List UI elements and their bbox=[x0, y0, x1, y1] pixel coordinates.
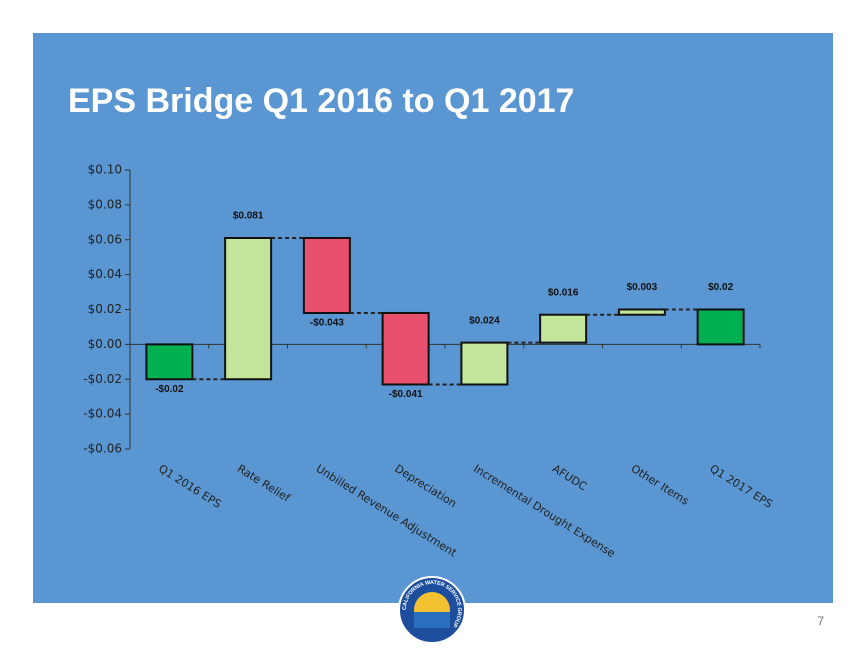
bar bbox=[617, 308, 666, 316]
value-label: -$0.02 bbox=[155, 384, 184, 395]
y-tick-label: -$0.06 bbox=[83, 442, 122, 456]
y-tick-label: $0.04 bbox=[88, 267, 122, 281]
value-label: $0.024 bbox=[469, 315, 500, 326]
bar bbox=[145, 343, 194, 381]
value-label: $0.02 bbox=[708, 282, 733, 293]
value-label: $0.016 bbox=[548, 287, 579, 298]
logo: CALIFORNIA WATER SERVICE GROUP bbox=[398, 576, 466, 644]
bar bbox=[302, 237, 351, 314]
y-tick-label: $0.00 bbox=[88, 337, 122, 351]
value-label: $0.081 bbox=[233, 211, 264, 222]
value-label: -$0.041 bbox=[389, 389, 423, 400]
y-tick-label: -$0.02 bbox=[83, 372, 122, 386]
bar bbox=[381, 311, 430, 386]
bar bbox=[224, 237, 273, 381]
page-number: 7 bbox=[817, 614, 824, 628]
bar bbox=[460, 341, 509, 386]
y-tick-label: $0.10 bbox=[88, 163, 122, 177]
bar bbox=[539, 313, 588, 344]
y-tick-label: $0.06 bbox=[88, 232, 122, 246]
chart-title: EPS Bridge Q1 2016 to Q1 2017 bbox=[68, 82, 574, 120]
value-label: -$0.043 bbox=[310, 318, 344, 329]
bar bbox=[696, 308, 745, 346]
y-tick-label: -$0.04 bbox=[83, 407, 122, 421]
y-tick-label: $0.02 bbox=[88, 302, 122, 316]
value-label: $0.003 bbox=[627, 282, 658, 293]
y-tick-label: $0.08 bbox=[88, 197, 122, 211]
